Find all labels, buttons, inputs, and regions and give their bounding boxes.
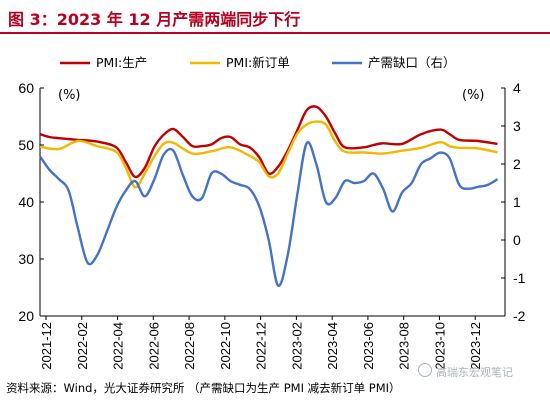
x-tick-label: 2023-08 xyxy=(397,322,412,370)
right-tick-label: 2 xyxy=(513,156,521,172)
series-lines xyxy=(39,105,499,287)
x-tick-label: 2023-10 xyxy=(432,322,447,370)
x-tick-label: 2021-12 xyxy=(39,322,54,370)
legend-label-new-orders: PMI:新订单 xyxy=(226,55,290,70)
series-line-2 xyxy=(39,140,499,287)
x-tick-label: 2022-04 xyxy=(111,322,126,370)
x-tick-label: 2022-10 xyxy=(218,322,233,370)
right-tick-label: -2 xyxy=(513,308,526,324)
legend: PMI:生产 PMI:新订单 产需缺口（右） xyxy=(60,55,456,70)
x-tick-label: 2022-12 xyxy=(254,322,269,370)
figure-title: 图 3：2023 年 12 月产需两端同步下行 xyxy=(8,10,301,29)
x-tick-label: 2022-06 xyxy=(146,322,161,370)
legend-label-gap: 产需缺口（右） xyxy=(368,55,456,70)
x-tick-label: 2023-06 xyxy=(361,322,376,370)
right-tick-label: 1 xyxy=(513,194,521,210)
x-tick-label: 2023-12 xyxy=(468,322,483,370)
left-tick-label: 50 xyxy=(18,137,34,153)
watermark: 高瑞东宏观笔记 xyxy=(436,366,513,379)
left-tick-label: 60 xyxy=(18,80,34,96)
series-line-1 xyxy=(39,120,498,189)
x-tick-label: 2022-02 xyxy=(75,322,90,370)
right-tick-label: 0 xyxy=(513,232,521,248)
left-tick-label: 20 xyxy=(18,308,34,324)
right-tick-label: -1 xyxy=(513,270,526,286)
title-rule xyxy=(0,32,550,34)
axes: 60 50 40 30 20 4 3 2 1 0 -1 -2 2021-12 2022-02 2022-04… xyxy=(18,80,525,370)
right-tick-label: 3 xyxy=(513,118,521,134)
series-line-0 xyxy=(39,105,498,179)
right-axis-unit: (%) xyxy=(462,88,485,103)
x-tick-label: 2023-02 xyxy=(289,322,304,370)
left-axis-unit: (%) xyxy=(58,88,81,103)
legend-label-production: PMI:生产 xyxy=(96,55,147,70)
line-chart: PMI:生产 PMI:新订单 产需缺口（右） (%) (%) 605040302… xyxy=(18,55,525,370)
wechat-icon xyxy=(418,363,432,377)
left-tick-label: 30 xyxy=(18,251,34,267)
x-tick-label: 2023-04 xyxy=(325,322,340,370)
left-tick-label: 40 xyxy=(18,194,34,210)
source-note: 资料来源：Wind，光大证券研究所 （产需缺口为生产 PMI 减去新订单 PMI… xyxy=(6,381,401,395)
x-tick-label: 2022-08 xyxy=(182,322,197,370)
right-tick-label: 4 xyxy=(513,80,521,96)
